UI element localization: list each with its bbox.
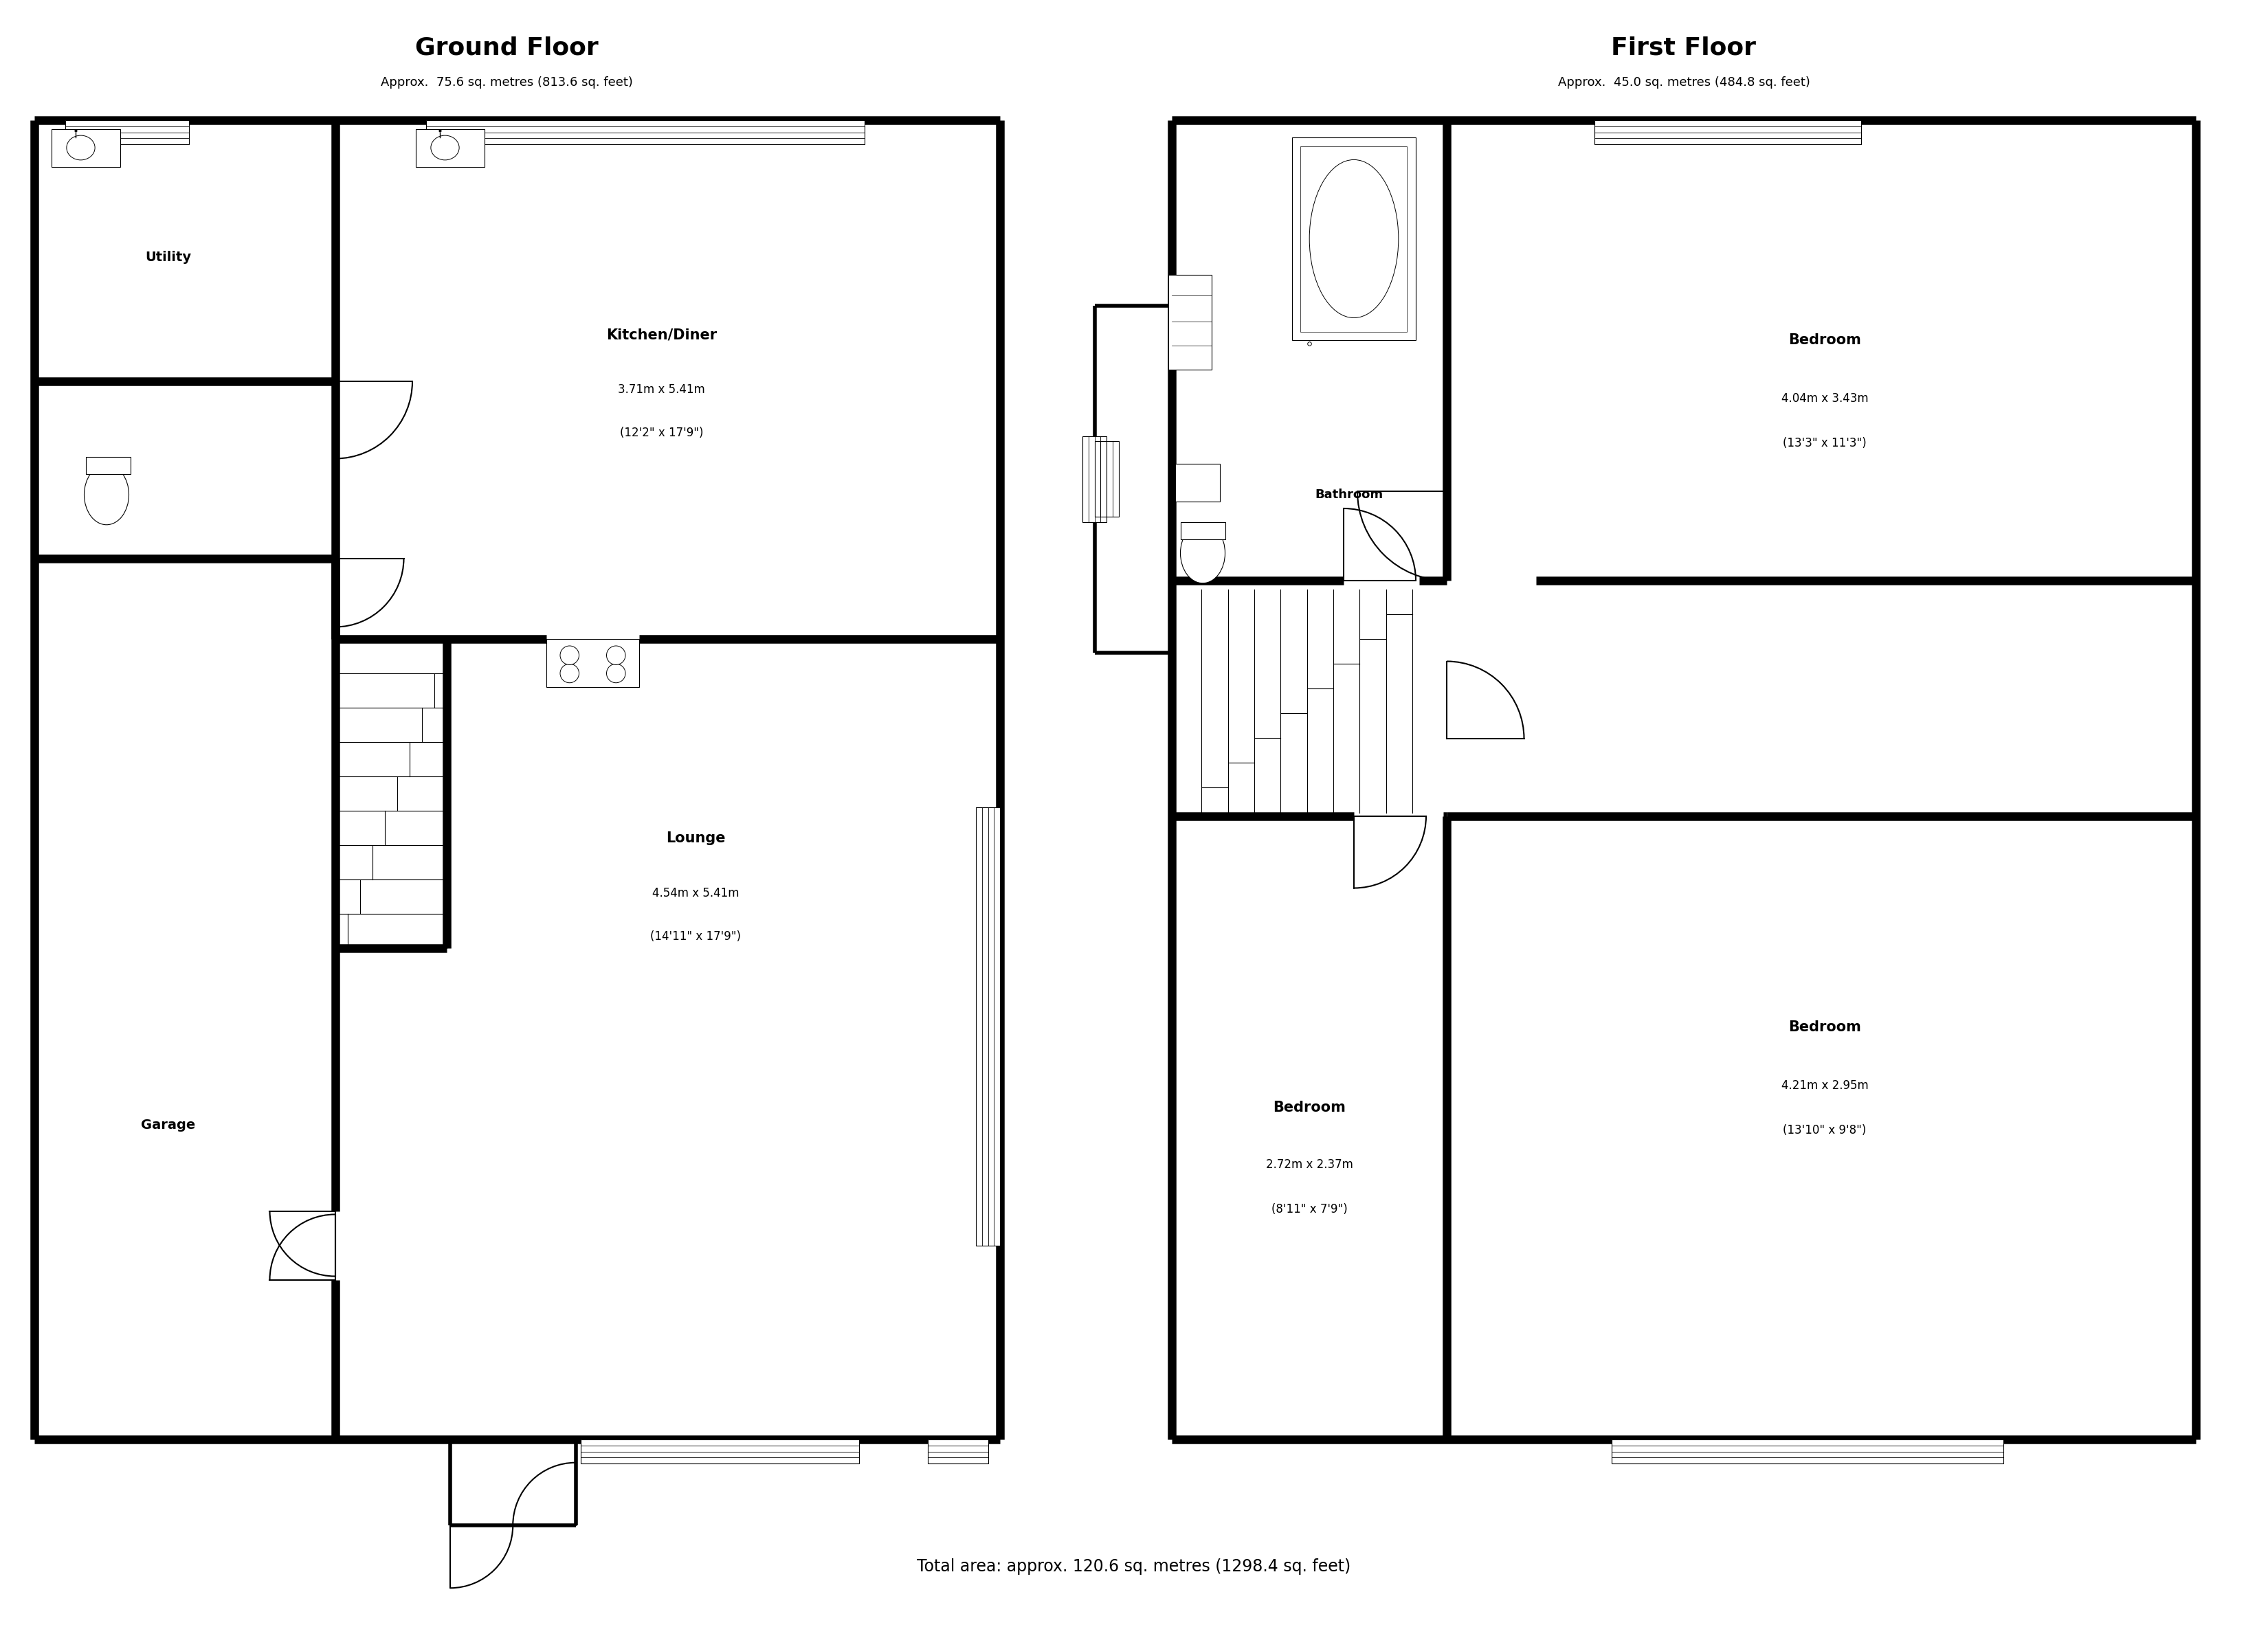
Bar bbox=[581, 1440, 860, 1464]
Ellipse shape bbox=[66, 135, 95, 160]
Text: Utility: Utility bbox=[145, 251, 191, 264]
Text: (13'3" x 11'3"): (13'3" x 11'3") bbox=[1783, 437, 1867, 449]
Bar bbox=[1613, 1440, 2003, 1464]
Text: Bathroom: Bathroom bbox=[1315, 488, 1383, 501]
Text: Ground Floor: Ground Floor bbox=[415, 36, 599, 59]
Bar bbox=[1613, 1440, 2003, 1464]
Text: Approx.  45.0 sq. metres (484.8 sq. feet): Approx. 45.0 sq. metres (484.8 sq. feet) bbox=[1558, 76, 1810, 89]
Bar bbox=[581, 1440, 860, 1464]
Circle shape bbox=[606, 646, 626, 665]
Bar bbox=[52, 129, 120, 167]
Text: Approx.  75.6 sq. metres (813.6 sq. feet): Approx. 75.6 sq. metres (813.6 sq. feet) bbox=[381, 76, 633, 89]
Text: 2.72m x 2.37m: 2.72m x 2.37m bbox=[1266, 1158, 1352, 1171]
Bar bbox=[928, 1440, 989, 1464]
Text: Lounge: Lounge bbox=[667, 831, 726, 844]
Ellipse shape bbox=[1309, 160, 1399, 318]
Text: 4.54m x 5.41m: 4.54m x 5.41m bbox=[653, 887, 739, 899]
Bar bbox=[928, 1440, 989, 1464]
Bar bbox=[86, 457, 132, 475]
Bar bbox=[66, 120, 188, 143]
Text: Garage: Garage bbox=[141, 1118, 195, 1131]
Bar bbox=[975, 808, 1000, 1245]
Circle shape bbox=[560, 665, 578, 683]
Bar bbox=[1594, 120, 1860, 143]
Bar bbox=[1082, 437, 1107, 523]
Bar bbox=[1300, 147, 1406, 331]
Text: First Floor: First Floor bbox=[1610, 36, 1755, 59]
Bar bbox=[1594, 120, 1860, 143]
Text: Bedroom: Bedroom bbox=[1789, 333, 1862, 346]
Ellipse shape bbox=[84, 465, 129, 524]
Text: (12'2" x 17'9"): (12'2" x 17'9") bbox=[619, 427, 703, 439]
Bar bbox=[426, 120, 864, 143]
Text: Total area: approx. 120.6 sq. metres (1298.4 sq. feet): Total area: approx. 120.6 sq. metres (12… bbox=[916, 1558, 1352, 1575]
Text: 3.71m x 5.41m: 3.71m x 5.41m bbox=[617, 384, 705, 396]
Text: 4.21m x 2.95m: 4.21m x 2.95m bbox=[1780, 1080, 1869, 1092]
Circle shape bbox=[606, 665, 626, 683]
Ellipse shape bbox=[431, 135, 458, 160]
Text: 4.04m x 3.43m: 4.04m x 3.43m bbox=[1780, 392, 1869, 404]
Bar bbox=[1175, 463, 1220, 501]
Bar bbox=[1095, 442, 1118, 518]
Text: (13'10" x 9'8"): (13'10" x 9'8") bbox=[1783, 1125, 1867, 1136]
Bar bbox=[415, 129, 485, 167]
Text: Kitchen/Diner: Kitchen/Diner bbox=[606, 328, 717, 341]
Bar bbox=[66, 120, 188, 143]
Bar bbox=[1179, 523, 1225, 539]
Text: (14'11" x 17'9"): (14'11" x 17'9") bbox=[651, 930, 742, 942]
Bar bbox=[1293, 137, 1415, 340]
Bar bbox=[1095, 442, 1118, 518]
Bar bbox=[426, 120, 864, 143]
Ellipse shape bbox=[1179, 523, 1225, 584]
Text: Bedroom: Bedroom bbox=[1789, 1021, 1862, 1034]
Bar bbox=[1082, 437, 1107, 523]
Text: Bedroom: Bedroom bbox=[1272, 1102, 1345, 1115]
Bar bbox=[1168, 275, 1211, 369]
Bar bbox=[547, 638, 640, 688]
Text: (8'11" x 7'9"): (8'11" x 7'9") bbox=[1270, 1204, 1347, 1215]
Bar bbox=[975, 808, 1000, 1245]
Circle shape bbox=[560, 646, 578, 665]
